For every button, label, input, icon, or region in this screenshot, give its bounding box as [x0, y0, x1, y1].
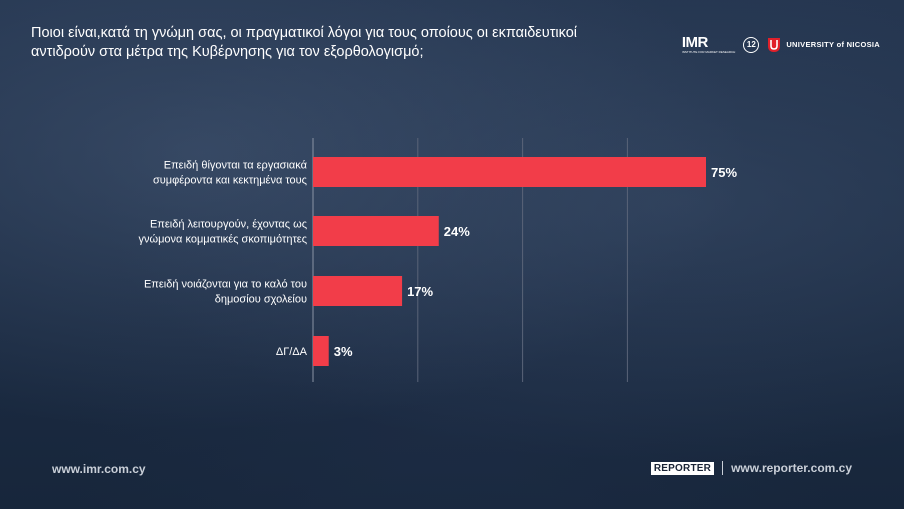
- category-label: συμφέροντα και κεκτημένα τους: [153, 175, 307, 187]
- reporter-footer: REPORTER www.reporter.com.cy: [650, 461, 852, 475]
- reporter-logo: REPORTER: [650, 461, 715, 475]
- university-logo: UNIVERSITY of NICOSIA: [767, 37, 880, 53]
- reporter-url: www.reporter.com.cy: [731, 461, 852, 475]
- university-name: UNIVERSITY of NICOSIA: [786, 40, 880, 49]
- category-label: Επειδή θίγονται τα εργασιακά: [164, 160, 308, 172]
- bar: [313, 276, 403, 306]
- university-shield-icon: [768, 37, 781, 52]
- value-label: 17%: [407, 284, 433, 299]
- imr-url: www.imr.com.cy: [52, 462, 146, 476]
- imr-logo-text: IMR: [681, 34, 709, 51]
- category-label: Επειδή λειτουργούν, έχοντας ως: [150, 219, 307, 231]
- footer-divider: [722, 461, 724, 475]
- category-label: Επειδή νοιάζονται για το καλό του: [144, 279, 307, 291]
- bar: [313, 157, 706, 187]
- value-label: 3%: [334, 344, 353, 359]
- logo-group: IMR INSTITUTE FOR MARKET RESEARCH 12 UNI…: [682, 35, 880, 54]
- page-title: Ποιοι είναι,κατά τη γνώμη σας, οι πραγμα…: [31, 25, 578, 60]
- category-label: γνώμονα κομματικές σκοπιμότητες: [139, 234, 308, 246]
- bar: [313, 216, 439, 246]
- bar: [313, 336, 329, 366]
- imr-logo: IMR INSTITUTE FOR MARKET RESEARCH: [682, 35, 735, 54]
- category-label: δημοσίου σχολείου: [215, 294, 307, 306]
- category-label: ΔΓ/ΔΑ: [276, 346, 308, 358]
- value-label: 24%: [444, 224, 470, 239]
- value-label: 75%: [711, 165, 737, 180]
- anniversary-badge: 12: [743, 36, 760, 53]
- imr-logo-subtext: INSTITUTE FOR MARKET RESEARCH: [681, 50, 736, 54]
